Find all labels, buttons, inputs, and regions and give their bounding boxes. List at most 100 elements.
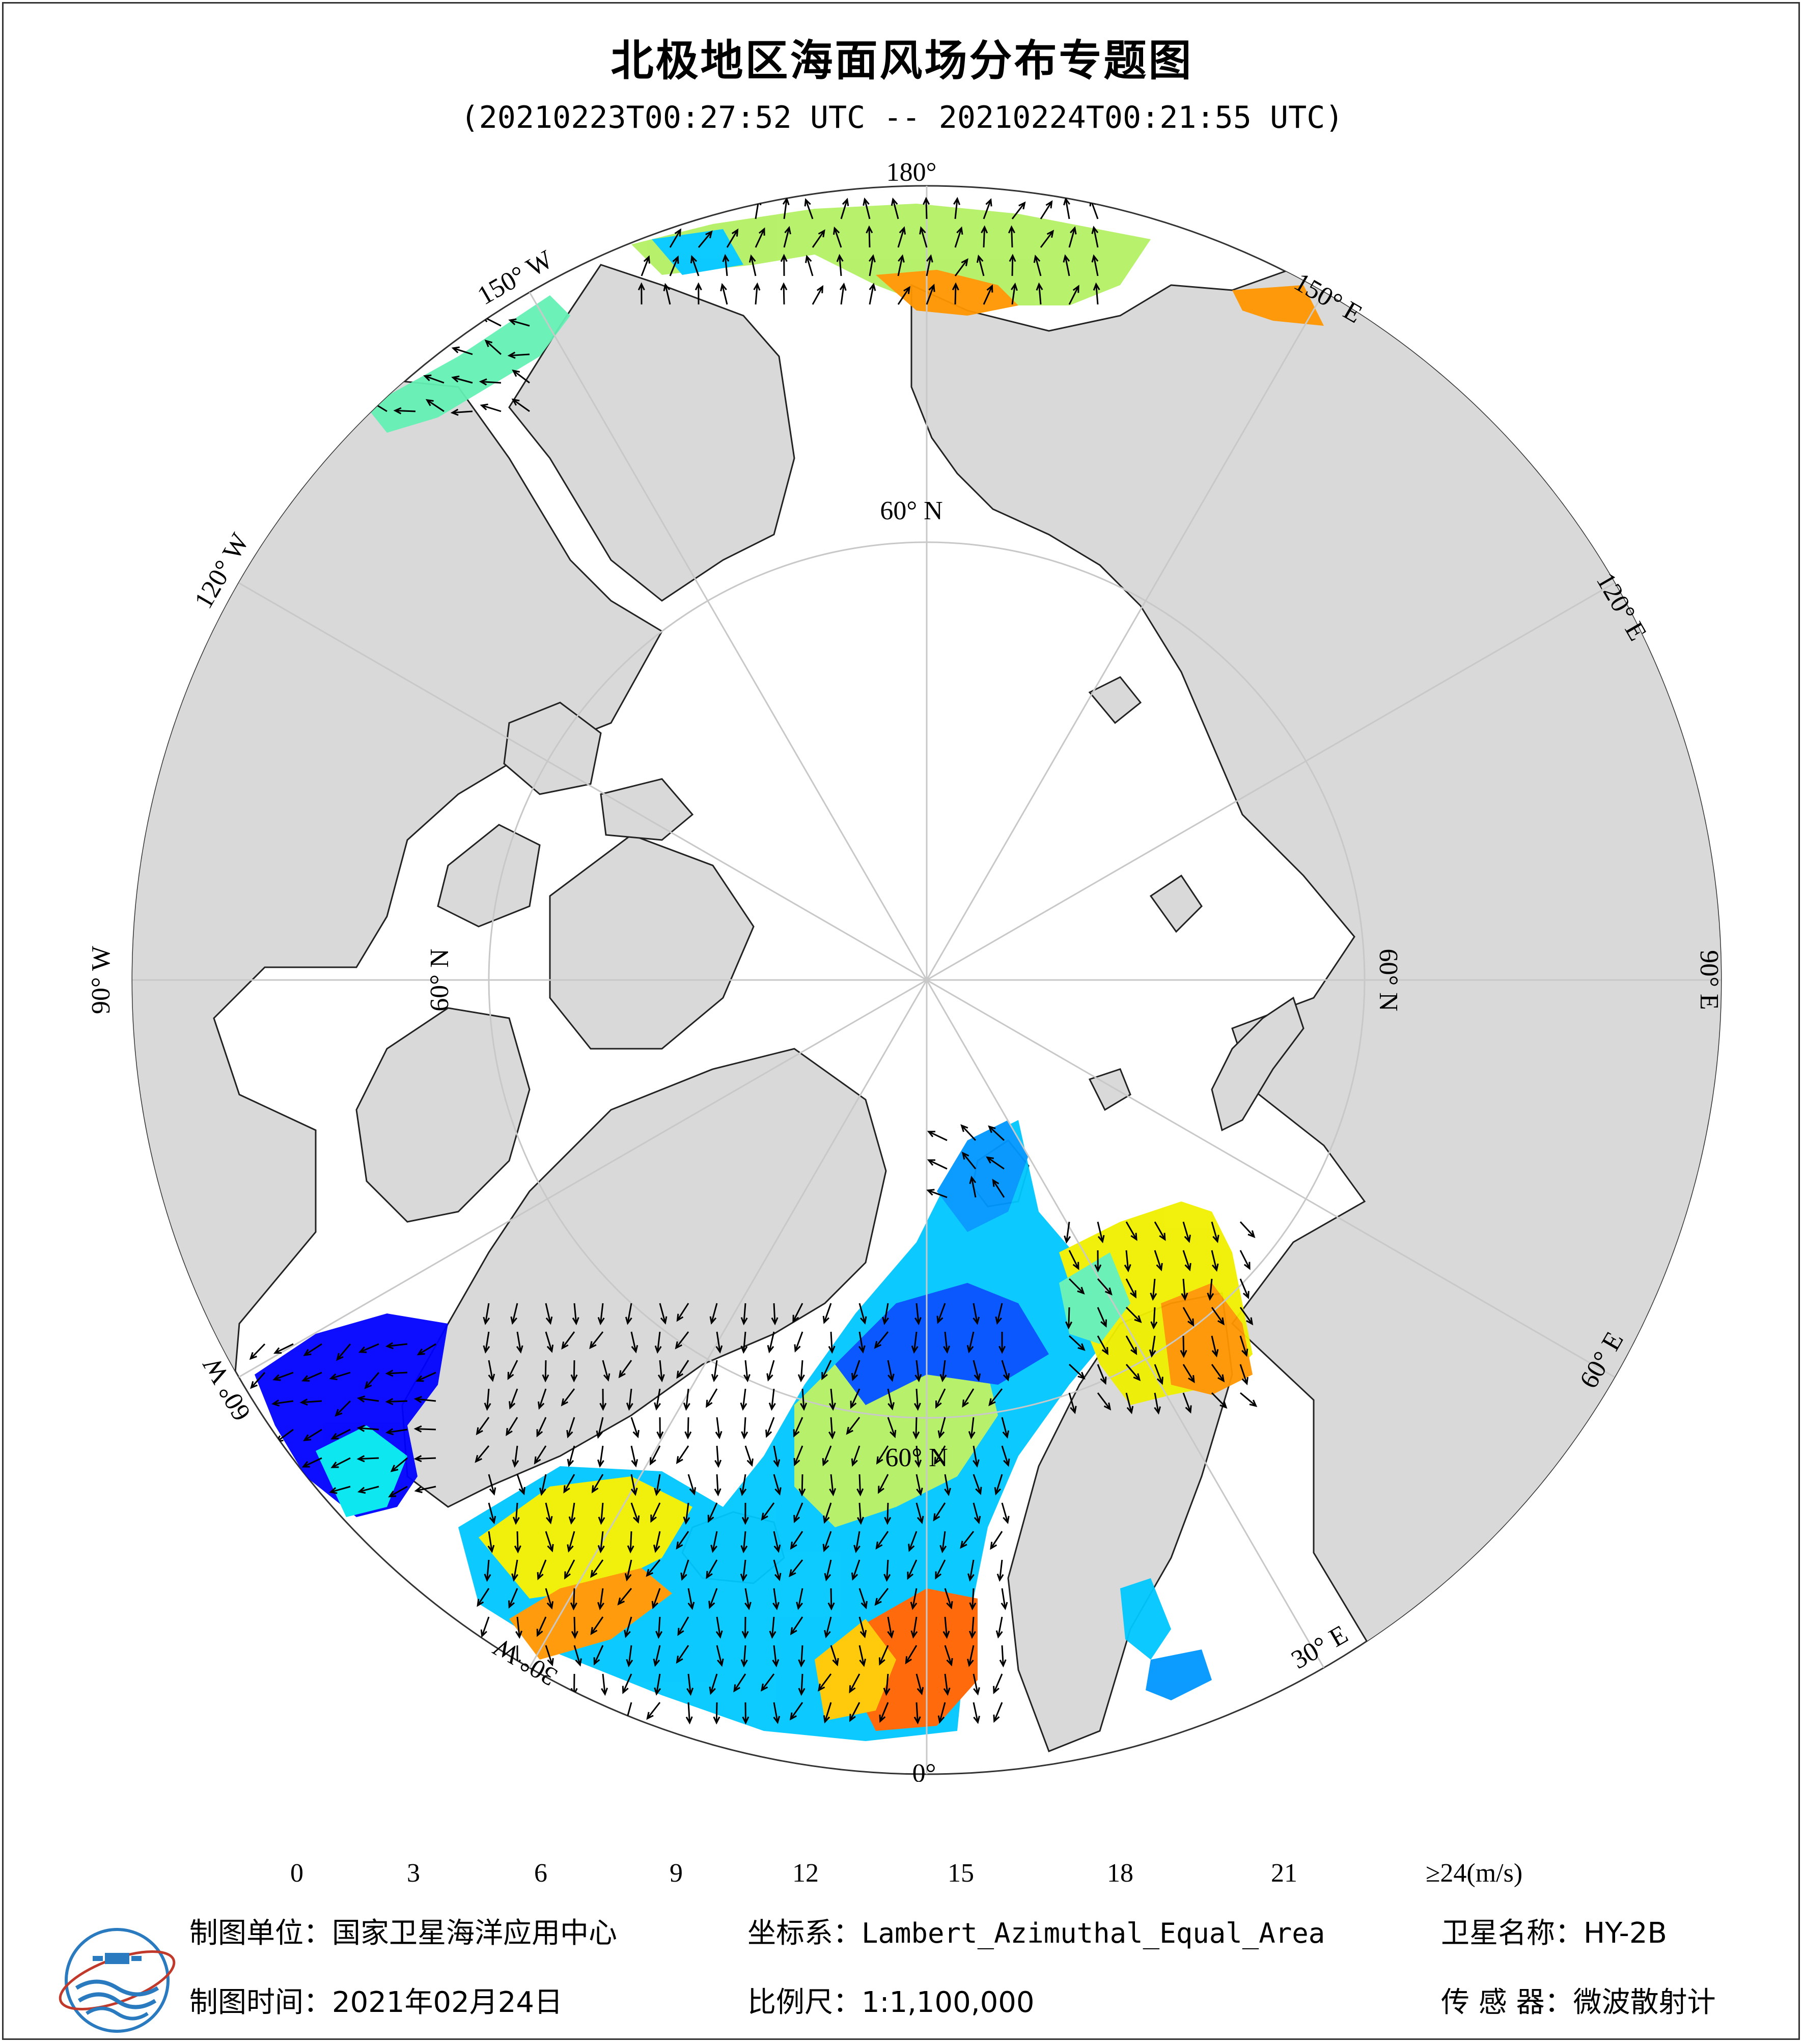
wind-arrow: [1097, 1364, 1107, 1385]
wind-arrow: [967, 1645, 975, 1667]
wind-arrow: [726, 228, 739, 248]
wind-arrow: [622, 1673, 632, 1694]
wind-arrow: [601, 1673, 608, 1696]
wind-arrow: [954, 226, 963, 248]
wind-arrow: [479, 378, 502, 386]
wind-arrow: [943, 1331, 951, 1354]
wind-arrow: [828, 1331, 836, 1354]
wind-arrow: [475, 1445, 490, 1463]
wind-arrow: [823, 1702, 832, 1724]
wind-arrow: [1011, 282, 1018, 305]
wind-arrow: [858, 1616, 867, 1639]
wind-arrow: [911, 1331, 919, 1354]
wind-arrow: [649, 1445, 661, 1466]
wind-arrow: [480, 1616, 490, 1638]
wind-arrow: [883, 1559, 891, 1582]
footer-org-value: 国家卫星海洋应用中心: [332, 1917, 617, 1950]
wind-arrow: [617, 1588, 632, 1606]
wind-arrow: [761, 1502, 775, 1521]
wind-arrow: [330, 1457, 351, 1468]
map-title: 北极地区海面风场分布专题图: [610, 36, 1194, 86]
swath-barents-green: [1059, 1252, 1130, 1344]
wind-arrow: [303, 1343, 322, 1356]
wind-arrow: [299, 1398, 322, 1406]
wind-arrow: [602, 1360, 610, 1382]
wind-arrow: [812, 285, 824, 305]
wind-arrow: [511, 398, 530, 412]
wind-arrow: [798, 1673, 806, 1696]
wind-arrow: [883, 1673, 891, 1696]
wind-arrow: [973, 1673, 980, 1696]
wind-arrow: [1093, 282, 1100, 305]
wind-arrow: [996, 1559, 1004, 1582]
wind-arrow: [790, 1616, 803, 1636]
lon-label-90e: 90° E: [1695, 950, 1724, 1010]
wind-arrow: [545, 1331, 554, 1353]
wind-arrow: [675, 1331, 689, 1350]
latitude-labels: 60° N 60° N 60° N 60° N: [425, 496, 1403, 1472]
wind-arrow: [596, 1417, 604, 1439]
wind-arrow: [891, 197, 899, 219]
polar-wind-map: 180° 150° E 120° E 90° E 60° E 30° E 0° …: [87, 158, 1724, 1782]
wind-arrow: [1068, 285, 1079, 305]
wind-arrow: [772, 1645, 780, 1668]
wind-arrow: [875, 1531, 889, 1550]
wind-arrow: [507, 351, 530, 359]
lon-label-0: 0°: [912, 1759, 936, 1782]
wind-arrow: [1033, 255, 1042, 276]
wind-arrow: [993, 1673, 1003, 1694]
wind-arrow: [484, 1559, 491, 1582]
wind-arrow: [887, 1388, 895, 1411]
wind-arrow: [653, 1531, 661, 1553]
wind-arrow: [597, 1303, 605, 1326]
wind-arrow: [714, 1474, 721, 1497]
wind-arrow: [1180, 1335, 1187, 1358]
wind-arrow: [1154, 1221, 1166, 1241]
wind-arrow: [1063, 254, 1070, 276]
wind-arrow: [1065, 1307, 1073, 1330]
wind-arrow: [625, 1303, 632, 1325]
wind-arrow: [914, 1360, 922, 1383]
wind-arrow: [973, 1303, 980, 1325]
wind-arrow: [480, 403, 502, 412]
wind-arrow: [1182, 1221, 1191, 1243]
wind-arrow: [926, 284, 935, 305]
wind-arrow: [597, 1445, 604, 1468]
wind-arrow: [516, 1474, 525, 1496]
wind-arrow: [654, 1388, 661, 1411]
wind-arrow: [571, 1616, 578, 1639]
wind-arrow: [849, 1673, 861, 1694]
wind-arrow: [773, 1474, 782, 1496]
wind-arrow: [783, 226, 791, 248]
wind-arrow: [887, 1616, 895, 1639]
wind-arrow: [907, 1559, 918, 1580]
wind-arrow: [869, 283, 876, 305]
footer-crs-value: Lambert_Azimuthal_Equal_Area: [862, 1917, 1325, 1949]
wind-arrow: [858, 1303, 867, 1325]
wind-arrow: [849, 1702, 861, 1722]
wind-arrow: [477, 1588, 490, 1607]
wind-arrow: [506, 1417, 518, 1437]
wind-arrow: [542, 1360, 549, 1383]
wind-arrow: [914, 1445, 922, 1468]
wind-arrow: [1124, 1250, 1131, 1273]
wind-arrow: [1239, 1307, 1254, 1326]
wind-arrow: [713, 1702, 720, 1725]
wind-arrow: [760, 1673, 775, 1692]
wind-arrow: [983, 198, 992, 219]
footer-crs: 坐标系：Lambert_Azimuthal_Equal_Area: [747, 1910, 1325, 1951]
wind-arrow: [561, 1331, 575, 1350]
wind-arrow: [1040, 200, 1053, 219]
swath-okhotsk: [1232, 285, 1324, 326]
wind-arrow: [878, 1474, 889, 1494]
wind-arrow: [827, 1588, 835, 1611]
wind-arrow: [567, 1445, 575, 1467]
wind-arrow: [740, 1388, 747, 1411]
wind-arrow: [589, 1331, 604, 1350]
wind-arrow: [417, 1343, 436, 1356]
wind-arrow: [789, 1702, 803, 1721]
wind-arrow: [646, 1559, 661, 1577]
wind-arrow: [773, 1702, 781, 1724]
wind-arrow: [568, 1502, 576, 1525]
wind-arrow: [1207, 1278, 1214, 1301]
